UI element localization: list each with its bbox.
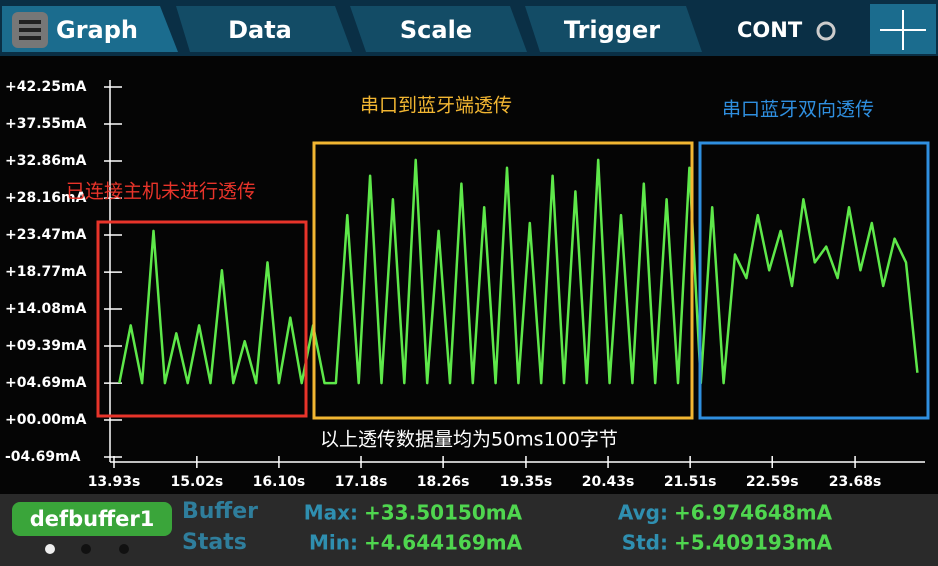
x-tick-label: 15.02s bbox=[171, 474, 224, 490]
stat-label: Avg: bbox=[618, 501, 668, 525]
buffer-button[interactable] bbox=[12, 502, 172, 536]
tab-label: Graph bbox=[56, 16, 138, 44]
y-tick-label: +23.47mA bbox=[5, 227, 87, 243]
buffer-name: defbuffer1 bbox=[30, 507, 155, 531]
y-tick-label: +37.55mA bbox=[5, 116, 87, 132]
x-tick-label: 19.35s bbox=[500, 474, 553, 490]
x-tick-label: 20.43s bbox=[582, 474, 635, 490]
stat-value: +5.409193mA bbox=[674, 531, 833, 555]
move-icon bbox=[880, 10, 926, 50]
stat-value: +6.974648mA bbox=[674, 501, 833, 525]
tab-label: Data bbox=[228, 16, 292, 44]
tab-scale[interactable] bbox=[350, 6, 527, 52]
y-tick-label: -04.69mA bbox=[5, 449, 81, 465]
tab-trigger[interactable] bbox=[525, 6, 702, 52]
stat-label: Max: bbox=[304, 501, 358, 525]
stat-value: +33.50150mA bbox=[364, 501, 523, 525]
stat-value: +4.644169mA bbox=[364, 531, 523, 555]
mode-label[interactable]: CONT bbox=[737, 18, 803, 42]
page-dot bbox=[81, 544, 91, 554]
plot: +42.25mA +37.55mA +32.86mA +28.16mA +23.47mA… bbox=[5, 79, 925, 490]
annotation: 串口蓝牙双向透传 bbox=[722, 99, 874, 121]
note: 以上透传数据量均为50ms100字节 bbox=[320, 429, 618, 451]
x-tick-label: 23.68s bbox=[829, 474, 882, 490]
annotation-box bbox=[698, 141, 930, 420]
annotation: 串口到蓝牙端透传 bbox=[360, 95, 512, 117]
y-tick-label: +32.86mA bbox=[5, 153, 87, 169]
y-tick-label: +42.25mA bbox=[5, 79, 87, 95]
y-tick-label: +04.69mA bbox=[5, 375, 87, 391]
tab-label: Trigger bbox=[564, 16, 660, 44]
x-tick-label: 22.59s bbox=[746, 474, 799, 490]
x-tick-label: 16.10s bbox=[253, 474, 306, 490]
tab-data[interactable] bbox=[176, 6, 352, 52]
refresh-icon bbox=[816, 21, 836, 41]
y-tick-label: +00.00mA bbox=[5, 412, 87, 428]
y-tick-label: +18.77mA bbox=[5, 264, 87, 280]
page-dot bbox=[45, 544, 55, 554]
tab-label: Scale bbox=[400, 16, 472, 44]
stats-title: Buffer bbox=[182, 499, 258, 524]
series-line bbox=[118, 158, 919, 385]
menu-icon bbox=[19, 20, 41, 40]
x-tick-label: 21.51s bbox=[664, 474, 717, 490]
stat-label: Std: bbox=[622, 531, 668, 555]
x-tick-label: 13.93s bbox=[88, 474, 141, 490]
x-tick-label: 17.18s bbox=[335, 474, 388, 490]
x-tick-label: 18.26s bbox=[417, 474, 470, 490]
annotation: 已连接主机未进行透传 bbox=[66, 181, 256, 203]
page-dot bbox=[119, 544, 129, 554]
stats-title: Stats bbox=[182, 530, 247, 555]
y-tick-label: +28.16mA bbox=[5, 190, 87, 206]
annotation-box bbox=[312, 141, 694, 420]
y-tick-label: +09.39mA bbox=[5, 338, 87, 354]
stat-label: Min: bbox=[309, 531, 358, 555]
annotation-box bbox=[96, 220, 308, 418]
y-tick-label: +14.08mA bbox=[5, 301, 87, 317]
